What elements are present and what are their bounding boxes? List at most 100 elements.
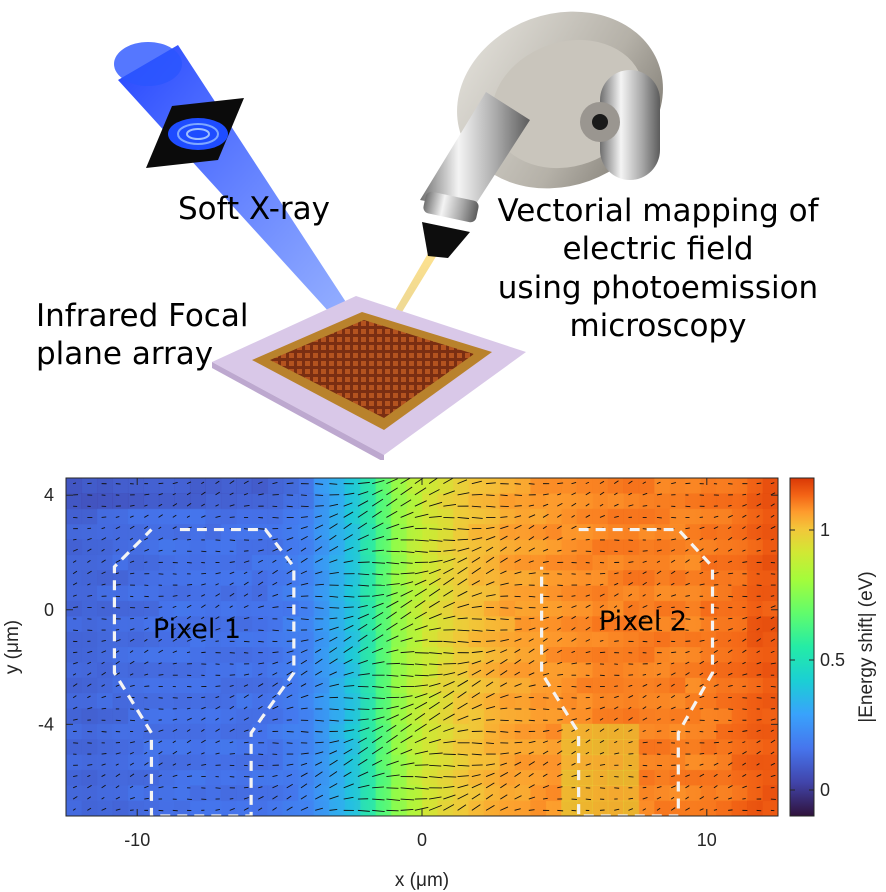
heatmap-tile <box>205 769 222 786</box>
field-vector <box>329 708 339 711</box>
field-vector <box>471 692 481 699</box>
field-vector <box>756 616 762 620</box>
field-vector <box>599 740 605 744</box>
field-vector <box>257 570 263 575</box>
colorbar-tick-label: 0.5 <box>820 650 845 670</box>
field-vector <box>343 659 353 665</box>
heatmap-tile <box>468 539 485 556</box>
field-vector <box>243 593 249 597</box>
heatmap-tile <box>576 800 593 816</box>
field-vector <box>343 615 354 620</box>
field-vector <box>172 481 178 485</box>
field-vector <box>528 536 535 541</box>
field-vector <box>72 808 76 811</box>
heatmap-tile <box>391 693 408 710</box>
heatmap-tile <box>329 693 346 710</box>
field-vector <box>272 775 278 778</box>
heatmap-tile <box>422 693 439 710</box>
heatmap-tile <box>638 508 655 525</box>
heatmap-tile <box>716 677 733 694</box>
field-vector <box>371 746 384 755</box>
field-vector <box>699 639 705 642</box>
field-vector <box>585 491 591 496</box>
heatmap-tile <box>747 554 764 571</box>
heatmap-tile <box>344 723 361 740</box>
field-vector <box>485 546 494 552</box>
heatmap-tile <box>638 631 655 648</box>
field-vector <box>500 752 509 755</box>
heatmap-tile <box>685 708 702 725</box>
field-vector <box>201 583 206 586</box>
heatmap-tile <box>391 785 408 802</box>
heatmap-tile <box>576 785 593 802</box>
field-vector <box>72 661 78 665</box>
heatmap-tile <box>638 754 655 771</box>
heatmap-tile <box>514 739 531 756</box>
field-vector <box>614 515 619 518</box>
heatmap-tile <box>189 785 206 802</box>
heatmap-tile <box>236 524 253 541</box>
field-vector <box>671 594 677 597</box>
heatmap-tile <box>375 739 392 756</box>
heatmap-tile <box>66 570 83 587</box>
field-vector <box>300 582 309 586</box>
heatmap-tile <box>360 647 377 663</box>
heatmap-tile <box>406 493 423 510</box>
field-vector <box>144 627 150 631</box>
colorbar-tick-label: 1 <box>820 520 830 540</box>
field-vector <box>101 661 105 665</box>
heatmap-tile <box>731 554 748 571</box>
heatmap-tile <box>561 539 578 556</box>
heatmap-tile <box>452 493 470 510</box>
field-vector <box>129 660 135 665</box>
heatmap-tile <box>344 570 361 587</box>
field-vector <box>457 547 470 552</box>
heatmap-tile <box>483 785 500 802</box>
field-vector <box>428 701 440 710</box>
heatmap-tile <box>360 524 377 541</box>
field-vector <box>557 762 562 766</box>
heatmap-tile <box>127 739 144 756</box>
heatmap-tile <box>81 600 98 617</box>
field-vector <box>728 617 733 620</box>
field-vector <box>514 795 522 800</box>
heatmap-tile <box>174 631 191 648</box>
field-vector <box>713 684 719 687</box>
heatmap-tile <box>174 600 191 617</box>
heatmap-tile <box>514 508 531 525</box>
heatmap-tile <box>530 493 547 510</box>
field-vector <box>314 558 323 563</box>
field-vector <box>699 683 704 687</box>
field-vector <box>101 548 105 552</box>
field-vector <box>713 537 718 541</box>
field-vector <box>229 592 235 597</box>
field-vector <box>158 493 163 496</box>
field-vector <box>87 707 93 710</box>
field-vector <box>613 717 618 721</box>
field-vector <box>428 804 442 811</box>
heatmap-tile <box>762 647 778 663</box>
field-vector <box>486 505 496 508</box>
field-vector <box>500 682 508 687</box>
field-vector <box>414 737 427 744</box>
field-vector <box>286 694 293 699</box>
field-vector <box>372 772 385 777</box>
heatmap-tile <box>483 585 500 602</box>
field-vector <box>485 692 495 699</box>
heatmap-tile <box>762 769 778 786</box>
field-vector <box>272 795 278 800</box>
experiment-illustration <box>114 11 663 460</box>
field-vector <box>272 559 277 563</box>
field-vector <box>770 638 776 642</box>
heatmap-tile <box>623 723 640 740</box>
field-vector <box>343 729 355 732</box>
heatmap-tile <box>236 493 253 510</box>
heatmap-tile <box>143 677 160 694</box>
heatmap-tile <box>452 600 470 617</box>
field-vector <box>486 494 495 496</box>
field-vector <box>115 796 120 800</box>
field-vector <box>671 775 675 778</box>
field-vector <box>770 482 775 485</box>
field-vector <box>400 762 415 766</box>
field-vector <box>514 494 523 496</box>
